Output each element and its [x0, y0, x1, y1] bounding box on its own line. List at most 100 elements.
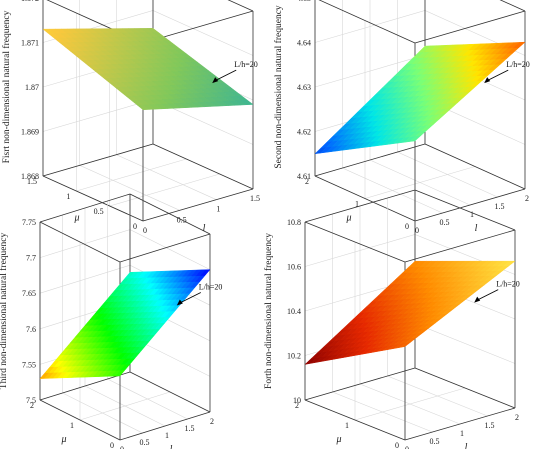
arrow-head — [474, 296, 481, 303]
box-edge — [414, 367, 516, 409]
z-gridline — [227, 0, 254, 12]
box-edge — [142, 188, 254, 222]
y-axis-label: μ — [345, 213, 351, 224]
box-edge — [318, 0, 416, 44]
y-tick-label: 1 — [66, 192, 70, 201]
surface — [304, 260, 516, 365]
z-gridline — [304, 367, 516, 409]
x-tick-label: 0.5 — [140, 438, 150, 447]
box-edge — [39, 193, 131, 223]
x-axis-label: l — [475, 223, 478, 234]
x-axis-label: l — [170, 444, 173, 449]
chart-panel-4: 10 10.2 10.4 10.6 10.8 0 0.5 1 1.5 2 0 1 2 l μ Forth no… — [263, 189, 520, 449]
x-tick-label: 1.5 — [250, 194, 260, 203]
y-tick-label: 0 — [110, 441, 114, 449]
y-tick-label: 2 — [295, 401, 299, 410]
z-tick-label: 4.61 — [297, 172, 311, 181]
z-tick-label: 1.868 — [21, 172, 39, 181]
x-tick-label: 0 — [405, 445, 409, 449]
z-tick-label: 7.7 — [26, 254, 36, 263]
z-tick-label: 4.64 — [297, 39, 311, 48]
z-tick-label: 10.6 — [287, 263, 301, 272]
surface-patch — [512, 41, 526, 49]
annotation-arrow — [485, 69, 509, 82]
annotation-label: L/h=20 — [234, 60, 258, 69]
box-edge — [304, 399, 406, 441]
x-tick-label: 2 — [515, 413, 519, 422]
z-axis-label: Forth non-dimensional natural frequency — [263, 233, 274, 389]
x-tick-label: 1 — [216, 205, 220, 214]
y-tick-label: 0.5 — [94, 207, 104, 216]
x-tick-label: 0.5 — [440, 218, 450, 227]
y-axis-label: μ — [60, 434, 66, 445]
box-edge — [39, 399, 121, 441]
chart-panel-1: 1.8681.8691.871.8711.87200.511.500.511.5… — [1, 0, 260, 235]
z-tick-label: 7.6 — [26, 325, 36, 334]
box-edge — [414, 10, 526, 44]
box-edge — [424, 143, 526, 190]
y-tick-label: 0 — [395, 441, 399, 449]
z-tick-label: 10.8 — [287, 218, 301, 227]
x-tick-label: 0 — [415, 226, 419, 235]
x-tick-label: 0 — [143, 226, 147, 235]
y-tick-label: 2 — [305, 177, 309, 186]
box-edge — [42, 175, 144, 222]
y-tick-label: 0 — [133, 222, 137, 231]
z-tick-label: 10 — [293, 396, 301, 405]
z-tick-label: 10.4 — [287, 307, 301, 316]
z-tick-label: 10.2 — [287, 352, 301, 361]
z-axis-label: Fisrt non-dimensional natural frequency — [1, 10, 12, 163]
y-axis-label: μ — [73, 213, 79, 224]
box-edge — [304, 221, 406, 263]
box-edge — [42, 143, 154, 177]
z-tick-label: 1.871 — [21, 39, 39, 48]
y-tick-label: 0 — [405, 222, 409, 231]
y-tick-label: 1 — [355, 200, 359, 209]
x-axis-label: l — [465, 442, 468, 449]
z-axis-label: Third non-dimensional natural frequency — [0, 233, 9, 390]
x-tick-label: 1.5 — [485, 421, 495, 430]
box-edge — [304, 189, 416, 223]
x-tick-label: 0.5 — [430, 437, 440, 446]
surface-patch — [502, 260, 516, 267]
x-axis-label: l — [203, 223, 206, 234]
z-gridline — [304, 189, 516, 231]
x-tick-label: 2 — [210, 417, 214, 426]
box-edge — [414, 188, 526, 222]
arrow-head — [212, 77, 219, 84]
y-tick-label: 1 — [345, 421, 349, 430]
box-edge — [404, 407, 516, 441]
surface — [39, 269, 211, 379]
box-edge — [39, 371, 131, 401]
z-tick-label: 4.63 — [297, 83, 311, 92]
x-tick-label: 2 — [525, 194, 529, 203]
chart-panel-3: 7.5 7.55 7.6 7.65 7.7 7.75 0 0.5 1 1.5 2 0 1 2 l μ Third… — [0, 193, 223, 449]
z-tick-label: 7.5 — [26, 396, 36, 405]
z-axis-label: Second non-dimensional natural frequency — [273, 5, 284, 169]
box-edge — [499, 0, 526, 12]
annotation-arrow — [178, 292, 202, 304]
z-gridline — [39, 229, 211, 270]
annotation-label: L/h=20 — [199, 282, 223, 291]
box-edge — [414, 189, 516, 231]
y-tick-label: 2 — [30, 401, 34, 410]
arrow-head — [176, 299, 183, 306]
x-tick-label: 1 — [165, 431, 169, 440]
box-edge — [314, 175, 416, 222]
box-edge — [404, 229, 516, 263]
z-tick-label: 7.75 — [22, 218, 36, 227]
surface-patch — [240, 99, 254, 105]
box-edge — [304, 367, 416, 401]
z-tick-label: 7.55 — [22, 360, 36, 369]
annotation-label: L/h=20 — [506, 60, 530, 69]
box-edge — [314, 143, 426, 177]
surface-patch — [200, 269, 211, 276]
y-tick-label: 1 — [70, 421, 74, 430]
box-edge — [119, 411, 211, 441]
y-axis-label: μ — [335, 434, 341, 445]
box-edge — [152, 143, 254, 190]
z-gridline — [499, 0, 526, 12]
x-tick-label: 1.5 — [185, 424, 195, 433]
x-tick-label: 1.5 — [495, 202, 505, 211]
